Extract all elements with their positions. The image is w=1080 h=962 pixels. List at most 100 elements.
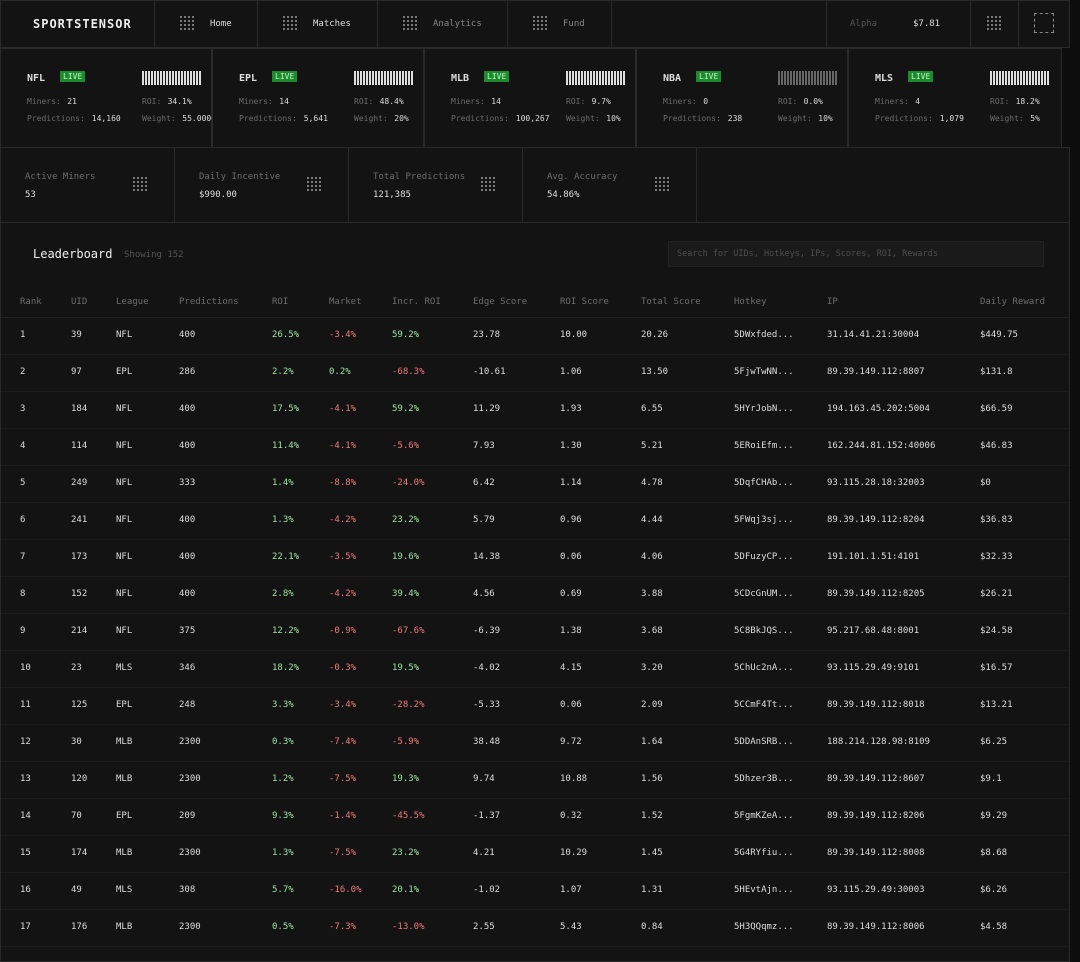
stat-filler (696, 147, 1070, 223)
table-cell: 23.2% (392, 515, 420, 525)
table-cell: 400 (179, 589, 196, 599)
row-divider (1, 798, 1069, 799)
table-cell: 1.30 (560, 441, 582, 451)
column-header[interactable]: ROI (272, 297, 289, 307)
table-cell[interactable]: 5HEvtAjn... (734, 885, 794, 895)
table-cell[interactable]: 5G4RYfiu... (734, 848, 794, 858)
league-name: MLS (875, 73, 894, 84)
table-cell: 7 (20, 552, 26, 562)
table-cell[interactable]: 5ChUc2nA... (734, 663, 794, 673)
table-cell[interactable]: 5FWqj3sj... (734, 515, 794, 525)
nav-link[interactable]: Fund (563, 19, 585, 29)
stat-value: 14 (279, 97, 289, 106)
table-cell: 120 (71, 774, 88, 784)
column-header[interactable]: IP (827, 297, 838, 307)
column-header[interactable]: Predictions (179, 297, 239, 307)
stat-value: 21 (67, 97, 77, 106)
column-header[interactable]: Edge Score (473, 297, 528, 307)
league-card[interactable]: MLS LIVE Miners: 4 ROI: 18.2% Predictions: 1,07… (848, 48, 1062, 148)
table-cell: 4 (20, 441, 26, 451)
table-cell: 93.115.28.18:32003 (827, 478, 925, 488)
column-header[interactable]: ROI Score (560, 297, 609, 307)
table-cell: 10 (20, 663, 31, 673)
column-header[interactable]: Hotkey (734, 297, 767, 307)
table-cell: -5.9% (392, 737, 420, 747)
column-header[interactable]: Total Score (641, 297, 701, 307)
league-card[interactable]: NFL LIVE Miners: 21 ROI: 34.1% Predictions: 14,… (0, 48, 216, 148)
table-cell: 20.26 (641, 330, 669, 340)
table-cell[interactable]: 5DFuzyCP... (734, 552, 794, 562)
table-cell: MLB (116, 737, 133, 747)
table-cell[interactable]: 5C8BkJQS... (734, 626, 794, 636)
table-cell: -4.1% (329, 404, 357, 414)
stat-label: ROI: (142, 97, 162, 106)
stat-value: 9.7% (591, 97, 611, 106)
stat-label: Miners: (27, 97, 61, 106)
table-cell: 286 (179, 367, 196, 377)
table-cell: 209 (179, 811, 196, 821)
search-input[interactable]: Search for UIDs, Hotkeys, IPs, Scores, R… (668, 241, 1044, 267)
table-cell: 9.3% (272, 811, 294, 821)
nav-icon (402, 15, 418, 31)
column-header[interactable]: Daily Reward (980, 297, 1046, 307)
column-header[interactable]: UID (71, 297, 88, 307)
grid-icon[interactable] (1034, 13, 1054, 33)
table-cell: 400 (179, 330, 196, 340)
stat-value: 10% (606, 114, 621, 123)
stat-label: Weight: (566, 114, 600, 123)
table-cell: 2.2% (272, 367, 294, 377)
table-cell[interactable]: 5FgmKZeA... (734, 811, 794, 821)
table-cell: NFL (116, 330, 133, 340)
table-cell: 1.45 (641, 848, 663, 858)
table-cell[interactable]: 5DWxfded... (734, 330, 794, 340)
league-card[interactable]: MLB LIVE Miners: 14 ROI: 9.7% Predictions: 100,… (424, 48, 636, 148)
column-header[interactable]: Rank (20, 297, 42, 307)
table-cell: -4.2% (329, 589, 357, 599)
menu-icon[interactable] (986, 15, 1002, 31)
table-cell[interactable]: 5DqfCHAb... (734, 478, 794, 488)
table-cell: 375 (179, 626, 196, 636)
table-cell: 39 (71, 330, 82, 340)
table-cell: 346 (179, 663, 196, 673)
table-cell: $6.25 (980, 737, 1008, 747)
table-cell: $6.26 (980, 885, 1008, 895)
table-cell: 0.32 (560, 811, 582, 821)
table-cell[interactable]: 5H3QQqmz... (734, 922, 794, 932)
table-cell: NFL (116, 589, 133, 599)
table-cell[interactable]: 5FjwTwNN... (734, 367, 794, 377)
stat-label: Miners: (451, 97, 485, 106)
stat-icon (306, 176, 322, 192)
table-cell: 93.115.29.49:30003 (827, 885, 925, 895)
table-cell: MLB (116, 774, 133, 784)
nav-link[interactable]: Matches (313, 19, 351, 29)
table-cell: 20.1% (392, 885, 420, 895)
league-card[interactable]: EPL LIVE Miners: 14 ROI: 48.4% Predictions: 5,6… (212, 48, 424, 148)
table-cell: 0.2% (329, 367, 351, 377)
table-cell[interactable]: 5CCmF4Tt... (734, 700, 794, 710)
stat-value: 1,079 (939, 114, 964, 123)
table-cell: EPL (116, 811, 133, 821)
table-cell: 22.1% (272, 552, 300, 562)
column-header[interactable]: Incr. ROI (392, 297, 441, 307)
table-cell[interactable]: 5HYrJobN... (734, 404, 794, 414)
column-header[interactable]: League (116, 297, 149, 307)
table-cell[interactable]: 5Dhzer3B... (734, 774, 794, 784)
stat-value: $990.00 (199, 190, 237, 200)
live-badge: LIVE (60, 71, 86, 82)
table-cell: 12.2% (272, 626, 300, 636)
nav-link[interactable]: Home (210, 19, 232, 29)
table-cell: 6.55 (641, 404, 663, 414)
header-divider (1, 317, 1069, 318)
nav-link[interactable]: Analytics (433, 19, 482, 29)
column-header[interactable]: Market (329, 297, 362, 307)
table-cell: NFL (116, 478, 133, 488)
live-badge: LIVE (908, 71, 934, 82)
table-cell[interactable]: 5CDcGnUM... (734, 589, 794, 599)
table-cell[interactable]: 5ERoiEfm... (734, 441, 794, 451)
league-card[interactable]: NBA LIVE Miners: 0 ROI: 0.0% Predictions: 238 We… (636, 48, 848, 148)
table-cell: 4.15 (560, 663, 582, 673)
table-cell: NFL (116, 441, 133, 451)
table-cell: 5.79 (473, 515, 495, 525)
table-cell[interactable]: 5DDAnSRB... (734, 737, 794, 747)
table-cell: 89.39.149.112:8807 (827, 367, 925, 377)
